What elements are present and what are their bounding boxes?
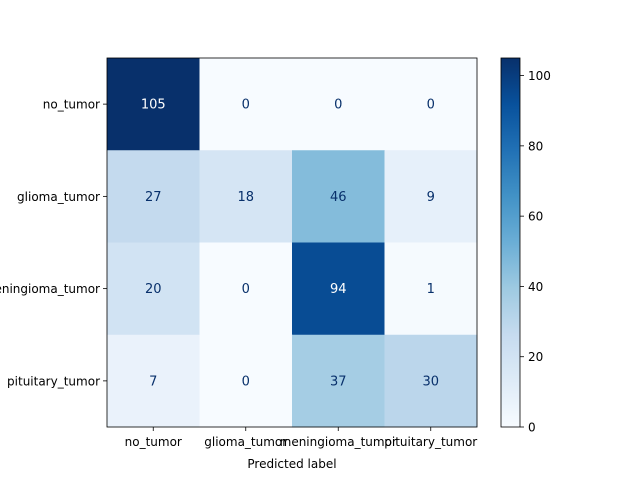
cell-value-label: 0 [427,98,435,113]
cell-value-label: 1 [427,282,435,297]
matrix-cell [384,58,478,151]
matrix-cell [199,242,293,336]
colorbar-gradient [500,57,521,428]
matrix-cell [107,334,200,428]
matrix-cell [384,242,478,336]
x-axis-ticks: no_tumor glioma_tumormeningioma_tumorpitu… [125,427,477,449]
y-tick-label: meningioma_tumor [0,282,100,296]
cell-value-label: 0 [334,98,342,113]
cell-value-label: 30 [422,374,439,389]
matrix-cell [199,58,293,151]
matrix-cell [292,334,385,428]
colorbar: 0 20 40 60 80 100 [500,57,551,435]
x-tick-label: no_tumor [125,435,182,449]
colorbar-tick-label: 20 [528,350,543,364]
matrix-cell [107,242,200,336]
cell-value-label: 94 [330,282,347,297]
colorbar-tick-label: 0 [528,421,536,435]
matrix-cells [107,58,478,428]
matrix-cell [384,150,478,243]
cell-value-label: 46 [330,190,347,205]
colorbar-tick-label: 80 [528,139,543,153]
matrix-cell [199,334,293,428]
matrix-cell [199,150,293,243]
matrix-cell [107,150,200,243]
y-axis-ticks: no_tumor glioma_tumor meningioma_tumorpitu… [0,98,107,388]
y-tick-label: glioma_tumor [17,190,100,204]
matrix-cell [384,334,478,428]
cell-value-label: 0 [242,282,250,297]
cell-value-label: 27 [145,190,162,205]
colorbar-ticks: 0 20 40 60 80 100 [520,69,551,435]
cell-value-label: 0 [242,374,250,389]
colorbar-tick-label: 100 [528,69,551,83]
cell-value-label: 9 [427,190,435,205]
x-axis-label: Predicted label [247,457,336,471]
cell-value-label: 20 [145,282,162,297]
cell-value-label: 105 [141,98,166,113]
cell-value-label: 7 [149,374,157,389]
matrix-cell [292,150,385,243]
cell-value-label: 0 [242,98,250,113]
matrix-cell-labels: 105 0 0 0 27 18 46 9 20 0 94 1 7 0 37 30 [141,98,439,390]
colorbar-tick-label: 40 [528,280,543,294]
cell-value-label: 37 [330,374,347,389]
y-tick-label: no_tumor [43,98,100,112]
cell-value-label: 18 [237,190,254,205]
x-tick-label: meningioma_tumor [280,435,397,449]
matrix-cell [107,58,200,151]
matrix-cell [292,58,385,151]
matrix-cell [292,242,385,336]
x-tick-label: glioma_tumor [204,435,287,449]
y-tick-label: pituitary_tumor [7,374,100,388]
x-tick-label: pituitary_tumor [384,435,477,449]
axes-frame [106,57,478,428]
colorbar-tick-label: 60 [528,210,543,224]
